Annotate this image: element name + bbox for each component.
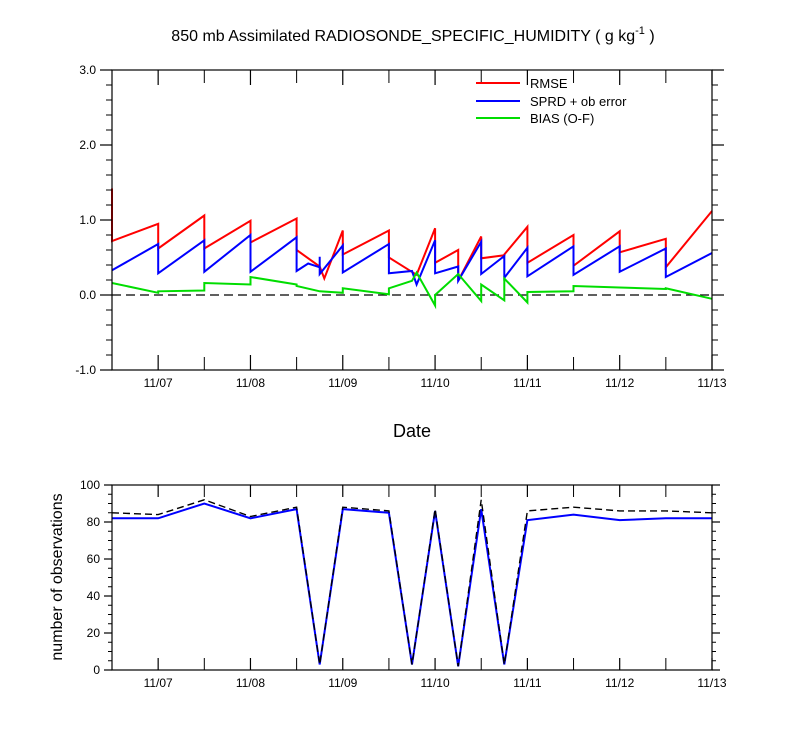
y-tick-label: 40 (87, 589, 101, 603)
x-tick-label: 11/13 (697, 376, 726, 390)
x-axis-label: Date (393, 421, 431, 441)
chart-title-suffix: ) (645, 28, 655, 45)
bottom-axis-ticks: 11/07 11/08 11/09 11/10 11/11 11/12 11/13 0 20 40… (80, 478, 727, 690)
chart-title-text: 850 mb Assimilated RADIOSONDE_SPECIFIC_H… (171, 28, 635, 45)
x-tick-label: 11/11 (513, 676, 542, 690)
x-tick-label: 11/12 (605, 376, 634, 390)
x-tick-label: 11/11 (513, 376, 542, 390)
y-tick-label: 100 (80, 478, 100, 492)
top-series-group (111, 188, 713, 310)
y-tick-label: -1.0 (75, 363, 96, 377)
legend-bias-label: BIAS (O-F) (530, 111, 594, 126)
x-tick-label: 11/12 (605, 676, 634, 690)
x-tick-label: 11/07 (144, 676, 173, 690)
legend-rmse-label: RMSE (530, 76, 568, 91)
y-axis-label-observations: number of observations (49, 493, 66, 660)
series-line-bias-o-f- (111, 270, 713, 310)
series-line-observations-used (112, 502, 712, 667)
series-line-sprd-ob-error (111, 232, 713, 288)
top-axis-ticks: 11/07 11/08 11/09 11/10 11/11 11/12 11/13 -1.0 0… (75, 63, 727, 390)
x-tick-label: 11/08 (236, 376, 265, 390)
x-tick-label: 11/09 (328, 376, 357, 390)
chart-title-exponent: -1 (635, 25, 645, 37)
y-tick-label: 2.0 (79, 138, 96, 152)
x-tick-label: 11/10 (421, 676, 450, 690)
x-tick-label: 11/10 (421, 376, 450, 390)
y-tick-label: 1.0 (79, 213, 96, 227)
y-tick-label: 0 (93, 663, 100, 677)
chart-title: 850 mb Assimilated RADIOSONDE_SPECIFIC_H… (171, 25, 654, 45)
series-line-observations-possible (111, 499, 713, 667)
series-line-rmse (111, 188, 713, 282)
y-tick-label: 3.0 (79, 63, 96, 77)
y-tick-label: 0.0 (79, 288, 96, 302)
bottom-plot-frame (111, 484, 713, 671)
x-tick-label: 11/13 (697, 676, 726, 690)
x-tick-label: 11/08 (236, 676, 265, 690)
bottom-series-group (111, 499, 713, 667)
x-tick-label: 11/07 (144, 376, 173, 390)
x-tick-label: 11/09 (328, 676, 357, 690)
y-tick-label: 80 (87, 515, 101, 529)
legend-sprd-label: SPRD + ob error (530, 94, 627, 109)
y-tick-label: 60 (87, 552, 101, 566)
top-plot-frame (111, 69, 713, 371)
legend: RMSE SPRD + ob error BIAS (O-F) (476, 76, 627, 126)
y-tick-label: 20 (87, 626, 101, 640)
